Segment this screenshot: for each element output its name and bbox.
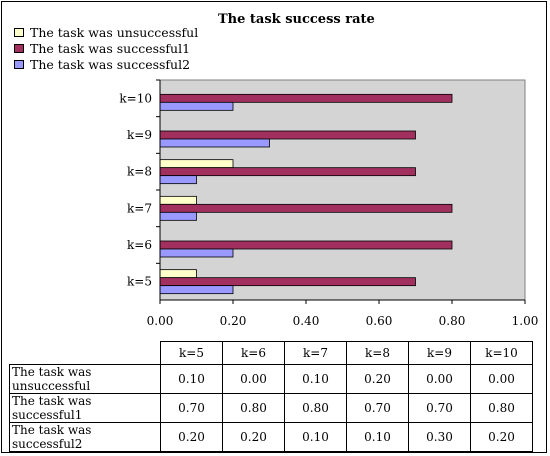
x-tick-label: 0.20 bbox=[220, 314, 247, 328]
y-tick-label: k=6 bbox=[127, 238, 152, 252]
table-corner bbox=[10, 342, 161, 365]
table-cell: 0.20 bbox=[470, 422, 533, 452]
table-cell: 0.10 bbox=[284, 364, 347, 394]
table-cell: 0.00 bbox=[222, 364, 285, 394]
bar-unsuccessful-k=8 bbox=[159, 159, 234, 169]
x-tick-label: 0.40 bbox=[293, 314, 320, 328]
bar-successful1-k=7 bbox=[159, 203, 453, 213]
table-row: The task was successful2 0.20 0.20 0.10 … bbox=[9, 422, 533, 452]
legend-label-unsuccessful: The task was unsuccessful bbox=[30, 24, 199, 40]
data-table: k=5 k=6 k=7 k=8 k=9 k=10 The task was un… bbox=[9, 341, 533, 452]
plot-area bbox=[159, 79, 526, 301]
table-cell: 0.80 bbox=[470, 393, 533, 423]
legend-item-successful2: The task was successful2 bbox=[14, 56, 198, 72]
table-cell: 0.00 bbox=[408, 364, 471, 394]
legend-swatch-successful1 bbox=[14, 43, 24, 53]
table-header-row: k=5 k=6 k=7 k=8 k=9 k=10 bbox=[10, 341, 533, 365]
table-row-label: The task was unsuccessful bbox=[9, 364, 161, 394]
bar-unsuccessful-k=7 bbox=[159, 195, 197, 205]
x-tick-label: 0.60 bbox=[366, 314, 393, 328]
legend-label-successful2: The task was successful2 bbox=[30, 56, 191, 72]
legend: The task was unsuccessful The task was s… bbox=[14, 24, 198, 72]
bar-successful2-k=10 bbox=[159, 101, 234, 111]
table-header-cell: k=5 bbox=[160, 341, 223, 365]
table-cell: 0.70 bbox=[346, 393, 409, 423]
legend-item-unsuccessful: The task was unsuccessful bbox=[14, 24, 198, 40]
table-cell: 0.00 bbox=[470, 364, 533, 394]
bar-successful2-k=5 bbox=[159, 285, 234, 295]
bar-chart: k=5 k=6 k=7 k=8 k=9 k=10 0.00 0.20 0.40 0.60 0.80 1… bbox=[119, 79, 539, 328]
y-tick-label: k=10 bbox=[119, 91, 152, 105]
legend-swatch-unsuccessful bbox=[14, 27, 24, 37]
x-tick-label: 0.00 bbox=[147, 314, 174, 328]
table-cell: 0.10 bbox=[160, 364, 223, 394]
bar-successful2-k=9 bbox=[159, 138, 270, 148]
bar-successful1-k=5 bbox=[159, 277, 416, 287]
y-tick-label: k=7 bbox=[127, 201, 152, 215]
bar-successful2-k=7 bbox=[159, 211, 197, 221]
table-header-cell: k=7 bbox=[284, 341, 347, 365]
y-tick-label: k=5 bbox=[127, 275, 152, 289]
table-cell: 0.20 bbox=[160, 422, 223, 452]
bar-unsuccessful-k=5 bbox=[159, 269, 197, 279]
x-tick-label: 1.00 bbox=[512, 314, 539, 328]
table-header-cell: k=10 bbox=[470, 341, 533, 365]
y-tick-label: k=8 bbox=[127, 165, 152, 179]
bar-successful2-k=6 bbox=[159, 248, 234, 258]
table-cell: 0.80 bbox=[222, 393, 285, 423]
legend-label-successful1: The task was successful1 bbox=[30, 40, 191, 56]
table-cell: 0.10 bbox=[346, 422, 409, 452]
table-cell: 0.10 bbox=[284, 422, 347, 452]
legend-swatch-successful2 bbox=[14, 59, 24, 69]
table-header-cell: k=8 bbox=[346, 341, 409, 365]
table-header-cell: k=9 bbox=[408, 341, 471, 365]
bar-successful2-k=8 bbox=[159, 175, 197, 185]
table-cell: 0.20 bbox=[222, 422, 285, 452]
table-cell: 0.20 bbox=[346, 364, 409, 394]
table-cell: 0.70 bbox=[160, 393, 223, 423]
legend-item-successful1: The task was successful1 bbox=[14, 40, 198, 56]
table-header-cell: k=6 bbox=[222, 341, 285, 365]
table-row-label: The task was successful2 bbox=[9, 422, 161, 452]
y-tick-label: k=9 bbox=[127, 128, 152, 142]
table-row: The task was unsuccessful 0.10 0.00 0.10… bbox=[9, 364, 533, 394]
x-tick-label: 0.80 bbox=[439, 314, 466, 328]
bar-successful1-k=6 bbox=[159, 240, 453, 250]
bar-successful1-k=8 bbox=[159, 167, 416, 177]
bar-successful1-k=10 bbox=[159, 93, 453, 103]
table-cell: 0.70 bbox=[408, 393, 471, 423]
table-row: The task was successful1 0.70 0.80 0.80 … bbox=[9, 393, 533, 423]
bar-successful1-k=9 bbox=[159, 130, 416, 140]
table-cell: 0.80 bbox=[284, 393, 347, 423]
table-row-label: The task was successful1 bbox=[9, 393, 161, 423]
table-cell: 0.30 bbox=[408, 422, 471, 452]
chart-title: The task success rate bbox=[218, 12, 375, 27]
